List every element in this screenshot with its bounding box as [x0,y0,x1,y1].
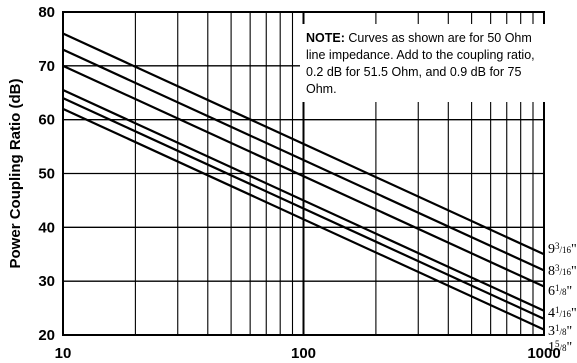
note-box: NOTE: Curves as shown are for 50 Ohm lin… [300,24,556,102]
series-line [62,97,545,320]
series-label: 41/16" [548,305,577,321]
y-axis-label: Power Coupling Ratio (dB) [7,79,24,269]
y-tick-label: 80 [38,4,55,21]
note-label: NOTE: [306,31,345,45]
series-label: 15/8" [548,339,572,355]
y-tick-labels: 20 30 40 50 60 70 80 [38,4,55,344]
y-tick-label: 70 [38,58,55,75]
note-text: Curves as shown are for 50 Ohm line impe… [306,31,535,96]
series-label: 61/8" [548,283,572,299]
x-tick-labels: 10 100 1000 [55,345,561,362]
plot-frame [62,11,545,336]
y-tick-label: 60 [38,112,55,129]
series-line [62,32,545,256]
series-line [62,48,545,272]
y-tick-label: 50 [38,166,55,183]
series-line [62,64,545,288]
x-tick-label: 100 [291,345,316,362]
series-labels: 93/16" 83/16" 61/8" 41/16" 31/8"15/8" [548,241,577,355]
series-label: 31/8" [548,323,572,339]
series-label: 83/16" [548,263,577,279]
x-tick-label: 1000 [527,345,560,362]
series-label: 93/16" [548,241,577,257]
y-tick-label: 20 [38,327,55,344]
series-line [62,107,545,331]
y-tick-label: 30 [38,273,55,290]
x-tick-label: 10 [55,345,72,362]
y-tick-label: 40 [38,219,55,236]
series-lines [62,32,545,331]
series-line [62,89,545,312]
